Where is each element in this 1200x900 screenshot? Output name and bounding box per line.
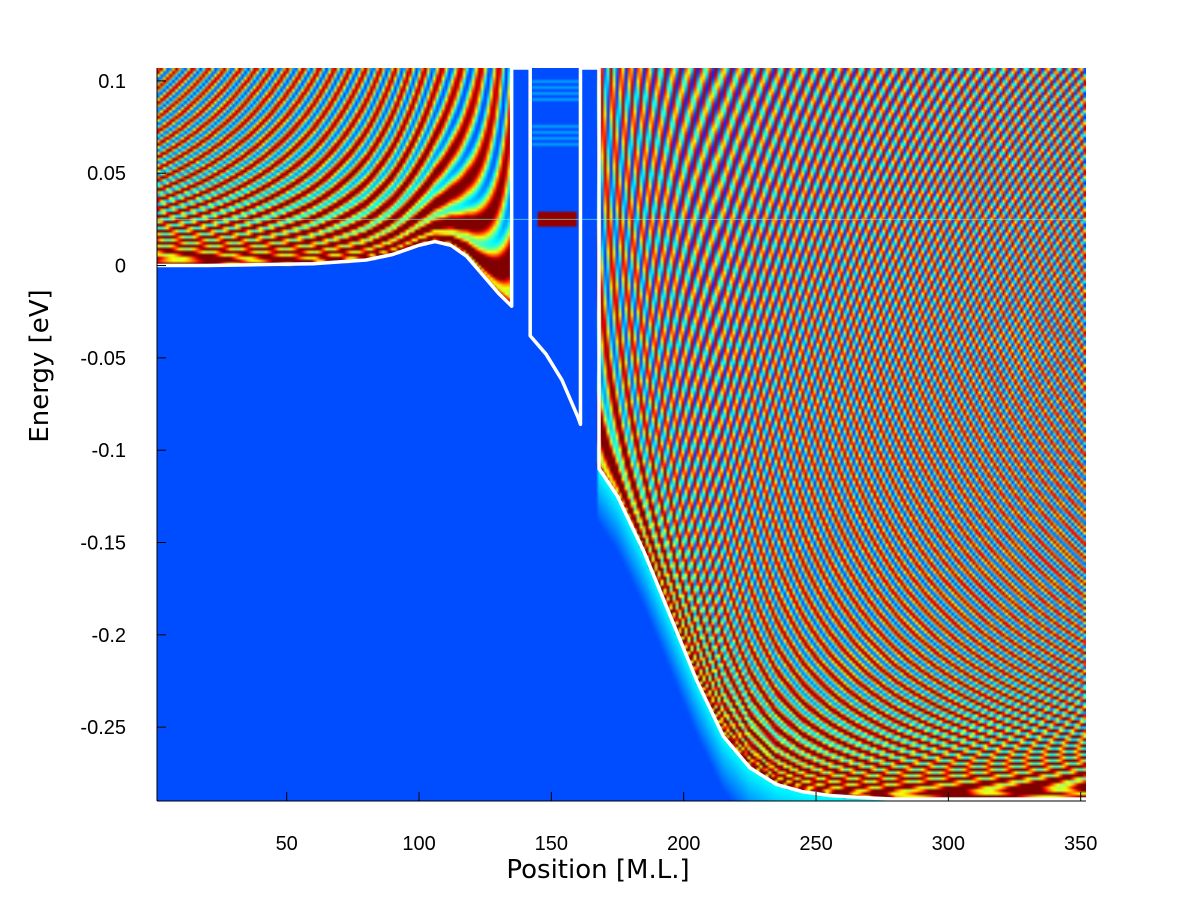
x-tick-label: 200 [667,833,700,855]
y-tick-label: -0.1 [92,440,126,462]
x-tick-label: 350 [1064,833,1097,855]
x-tick-label: 300 [932,833,965,855]
y-tick-label: -0.05 [80,348,126,370]
x-tick-label: 250 [799,833,832,855]
y-axis-label: Energy [eV] [25,289,55,442]
y-tick-label: 0 [115,256,126,278]
heatmap-image [157,68,1086,801]
y-tick-label: -0.2 [92,625,126,647]
band-profile-line [157,68,1086,801]
x-tick-label: 100 [402,833,435,855]
y-tick-label: -0.15 [80,533,126,555]
axes: 50 100 150 200 250 300 350 0.1 0.05 0 -0.05 -0.1 -0.… [80,68,1097,855]
y-tick-label: 0.1 [98,71,126,93]
x-axis-label: Position [M.L.] [506,855,689,885]
y-tick-label: -0.25 [80,717,126,739]
plot-area [157,68,1086,801]
y-tick-label: 0.05 [87,163,126,185]
x-tick-label: 50 [276,833,298,855]
x-tick-label: 150 [535,833,568,855]
